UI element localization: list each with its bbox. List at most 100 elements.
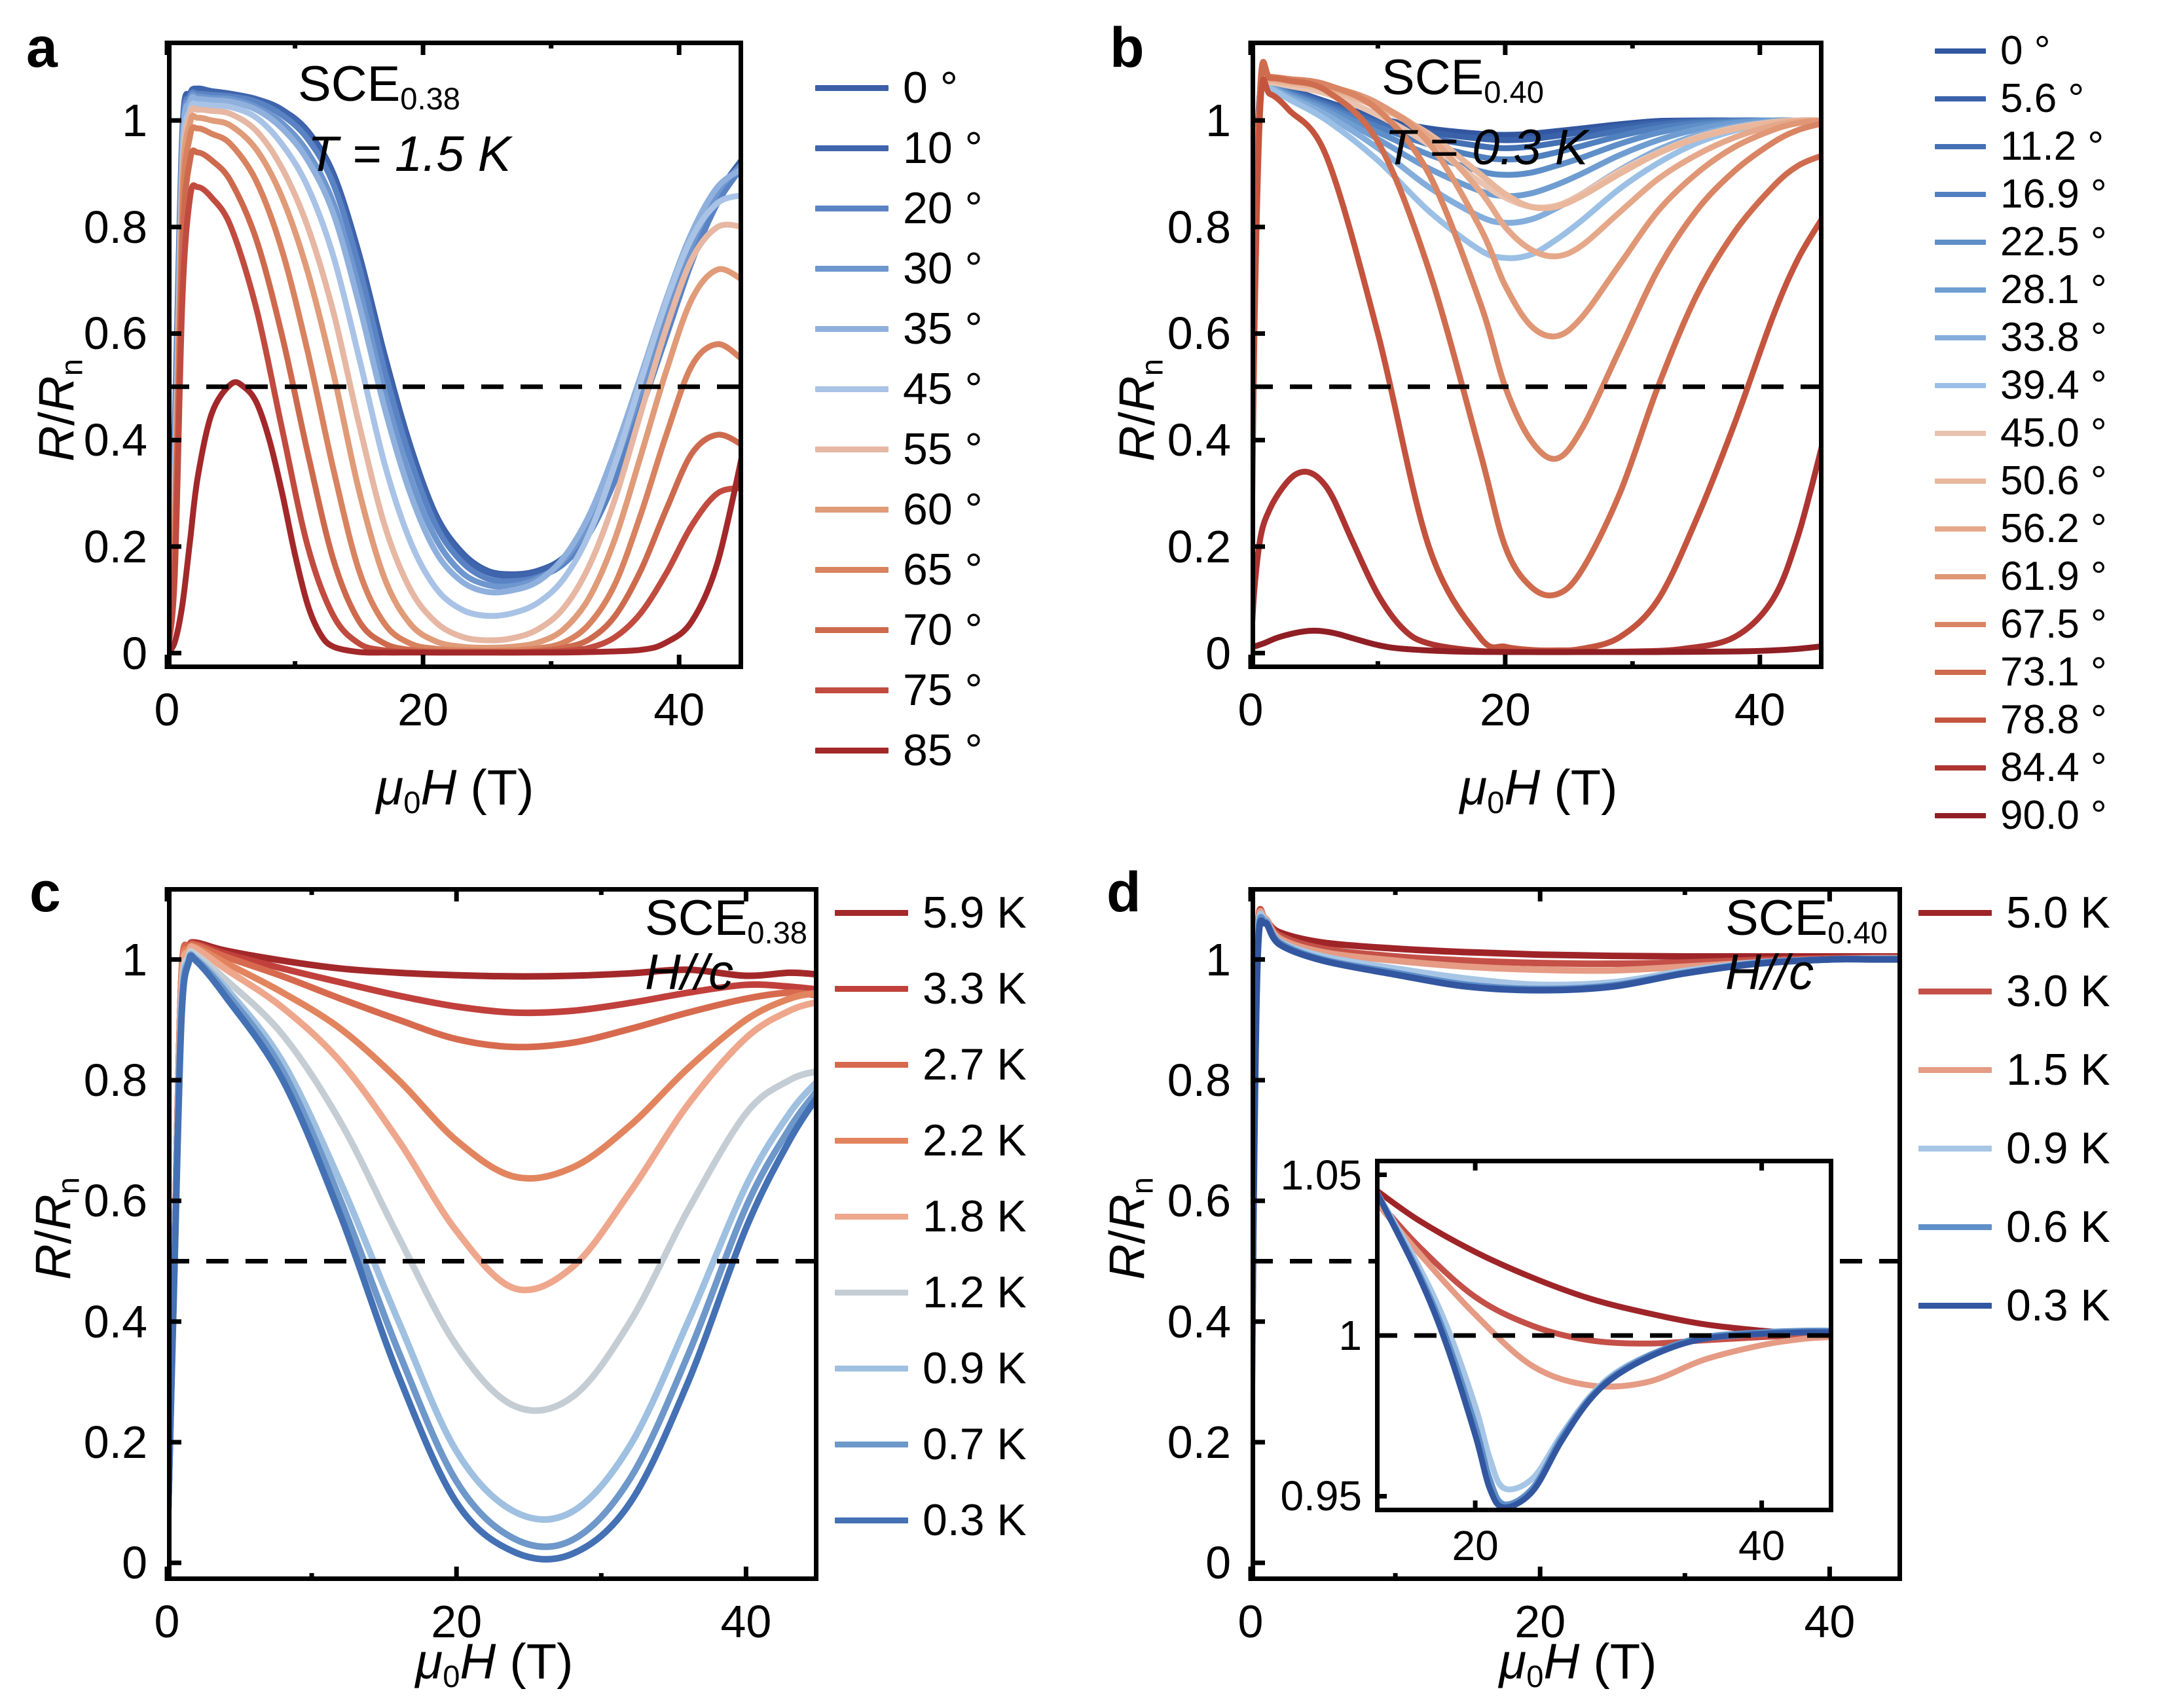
legend-item[interactable]: 22.5 ° (1935, 219, 2107, 265)
legend-item[interactable]: 67.5 ° (1935, 601, 2107, 647)
legend-item[interactable]: 0 ° (1935, 27, 2107, 74)
legend-item[interactable]: 0.6 K (1918, 1201, 2110, 1252)
legend-color-swatch (835, 909, 908, 916)
legend-item[interactable]: 33.8 ° (1935, 314, 2107, 361)
legend-item[interactable]: 5.9 K (835, 887, 1027, 938)
legend-color-swatch (815, 446, 889, 452)
legend-item[interactable]: 0.3 K (1918, 1280, 2110, 1331)
legend-item[interactable]: 73.1 ° (1935, 649, 2107, 695)
legend-item[interactable]: 78.8 ° (1935, 697, 2107, 743)
legend-color-swatch (1918, 909, 1992, 916)
legend-item[interactable]: 5.0 K (1918, 887, 2110, 938)
legend-item[interactable]: 75 ° (815, 664, 983, 716)
legend-label: 3.3 K (923, 964, 1027, 1013)
legend-color-swatch (1935, 335, 1986, 340)
legend-color-swatch (815, 627, 889, 633)
series-line (1251, 627, 1824, 655)
legend-item[interactable]: 90.0 ° (1935, 792, 2107, 839)
y-tick-label: 0.2 (1167, 1417, 1231, 1468)
legend-color-swatch (1935, 96, 1986, 101)
legend-label: 0.9 K (2006, 1123, 2110, 1173)
legend-color-swatch (1918, 1066, 1992, 1073)
legend-item[interactable]: 0.3 K (835, 1495, 1027, 1546)
x-tick-label: 20 (1514, 1596, 1566, 1647)
x-tick-label: 40 (653, 684, 705, 735)
panel-a: a R/Rn SCE0.38 T = 1.5 K μ0H (T) 0 ° 10 °… (0, 0, 1087, 851)
legend-item[interactable]: 61.9 ° (1935, 553, 2107, 600)
legend-label: 16.9 ° (2000, 172, 2107, 217)
y-tick-label: 0 (1205, 627, 1231, 679)
legend-color-swatch (1935, 48, 1986, 54)
x-tick-label: 0 (154, 684, 180, 735)
legend-item[interactable]: 56.2 ° (1935, 505, 2107, 552)
series-line (167, 379, 743, 657)
legend-item[interactable]: 3.3 K (835, 963, 1027, 1014)
legend-item[interactable]: 16.9 ° (1935, 171, 2107, 217)
panel-d-xlabel: μ0H (T) (1499, 1634, 1657, 1694)
legend-item[interactable]: 0.9 K (835, 1343, 1027, 1394)
legend-item[interactable]: 0.7 K (835, 1419, 1027, 1470)
legend-label: 22.5 ° (2000, 219, 2107, 264)
legend-item[interactable]: 5.6 ° (1935, 75, 2107, 122)
legend-item[interactable]: 10 ° (815, 122, 983, 173)
y-tick-label: 0 (1205, 1537, 1231, 1589)
legend-item[interactable]: 55 ° (815, 424, 983, 475)
legend-item[interactable]: 35 ° (815, 303, 983, 354)
axis-frame (167, 41, 743, 669)
series-line (167, 113, 743, 657)
legend-item[interactable]: 0.9 K (1918, 1123, 2110, 1174)
legend-item[interactable]: 1.5 K (1918, 1044, 2110, 1095)
legend-item[interactable]: 11.2 ° (1935, 123, 2107, 170)
legend-item[interactable]: 3.0 K (1918, 966, 2110, 1017)
legend-label: 35 ° (903, 304, 983, 354)
legend-item[interactable]: 39.4 ° (1935, 362, 2107, 409)
legend-item[interactable]: 30 ° (815, 243, 983, 294)
legend-item[interactable]: 20 ° (815, 183, 983, 234)
panel-c-plot (164, 887, 818, 1581)
legend-label: 10 ° (903, 123, 983, 173)
series-line (167, 105, 743, 657)
panel-d-legend[interactable]: 5.0 K 3.0 K 1.5 K 0.9 K 0.6 K 0.3 K (1918, 887, 2110, 1358)
legend-color-swatch (1935, 191, 1986, 197)
legend-item[interactable]: 2.2 K (835, 1115, 1027, 1166)
x-tick-label: 40 (1734, 684, 1786, 735)
panel-d-plot (1248, 887, 1902, 1581)
axis-frame (1251, 41, 1824, 669)
y-tick-label: 0 (122, 627, 147, 679)
legend-label: 65 ° (903, 545, 983, 594)
panel-b-xlabel: μ0H (T) (1459, 760, 1618, 820)
legend-color-swatch (1935, 526, 1986, 532)
legend-label: 0.3 K (2006, 1281, 2110, 1330)
panel-b-legend[interactable]: 0 ° 5.6 ° 11.2 ° 16.9 ° 22.5 ° 28.1 ° 33.8 ° 39… (1935, 27, 2107, 840)
legend-item[interactable]: 1.2 K (835, 1267, 1027, 1318)
x-tick-label: 40 (1804, 1596, 1856, 1647)
legend-item[interactable]: 60 ° (815, 484, 983, 535)
axis-frame (1251, 887, 1902, 1581)
panel-a-sample-label: SCE0.38 (298, 56, 460, 117)
panel-a-plot (164, 41, 743, 669)
legend-item[interactable]: 2.7 K (835, 1039, 1027, 1090)
legend-color-swatch (1935, 478, 1986, 484)
legend-item[interactable]: 50.6 ° (1935, 458, 2107, 504)
legend-color-swatch (815, 205, 889, 211)
series-line (167, 953, 818, 1567)
legend-color-swatch (1935, 239, 1986, 245)
legend-item[interactable]: 28.1 ° (1935, 266, 2107, 313)
legend-item[interactable]: 1.8 K (835, 1191, 1027, 1242)
legend-item[interactable]: 45.0 ° (1935, 410, 2107, 456)
legend-item[interactable]: 70 ° (815, 604, 983, 655)
y-tick-label: 0.4 (83, 1296, 147, 1347)
legend-item[interactable]: 0 ° (815, 62, 983, 113)
x-tick-label: 0 (154, 1596, 180, 1647)
legend-item[interactable]: 84.4 ° (1935, 744, 2107, 791)
y-tick-label: 1 (122, 95, 147, 147)
panel-a-legend[interactable]: 0 ° 10 ° 20 ° 30 ° 35 ° 45 ° 55 ° 60 ° 65 ° 70 ° 7… (815, 62, 983, 785)
legend-item[interactable]: 65 ° (815, 544, 983, 595)
panel-c-legend[interactable]: 5.9 K 3.3 K 2.7 K 2.2 K 1.8 K 1.2 K 0.9 K 0.7 K… (835, 887, 1027, 1571)
legend-item[interactable]: 45 ° (815, 363, 983, 414)
legend-label: 75 ° (903, 665, 983, 715)
legend-item[interactable]: 85 ° (815, 725, 983, 776)
legend-label: 5.6 ° (2000, 76, 2085, 121)
legend-label: 85 ° (903, 725, 983, 775)
